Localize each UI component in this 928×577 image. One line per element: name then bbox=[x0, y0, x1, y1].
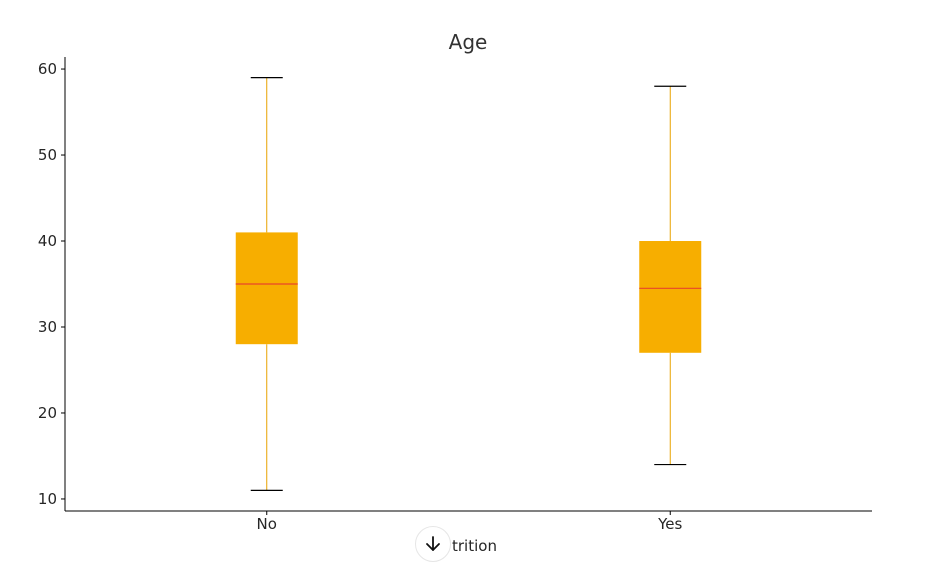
x-tick-label: No bbox=[257, 515, 277, 533]
axes bbox=[64, 57, 872, 512]
x-tick-label: Yes bbox=[657, 515, 682, 533]
y-tick-label: 60 bbox=[38, 60, 57, 78]
tick-labels: 10 20 30 40 50 60 No Yes bbox=[38, 60, 683, 533]
box-yes bbox=[639, 241, 702, 353]
chart-title: Age bbox=[449, 30, 488, 54]
y-tick-label: 40 bbox=[38, 232, 57, 250]
boxes bbox=[235, 77, 702, 491]
y-tick-label: 50 bbox=[38, 146, 57, 164]
box-no bbox=[235, 232, 298, 345]
y-tick-label: 30 bbox=[38, 318, 57, 336]
y-tick-label: 10 bbox=[38, 490, 57, 508]
x-axis-label: trition bbox=[452, 537, 497, 555]
y-tick-label: 20 bbox=[38, 404, 57, 422]
arrow-down-icon bbox=[426, 536, 440, 551]
scroll-down-button[interactable] bbox=[415, 526, 451, 562]
